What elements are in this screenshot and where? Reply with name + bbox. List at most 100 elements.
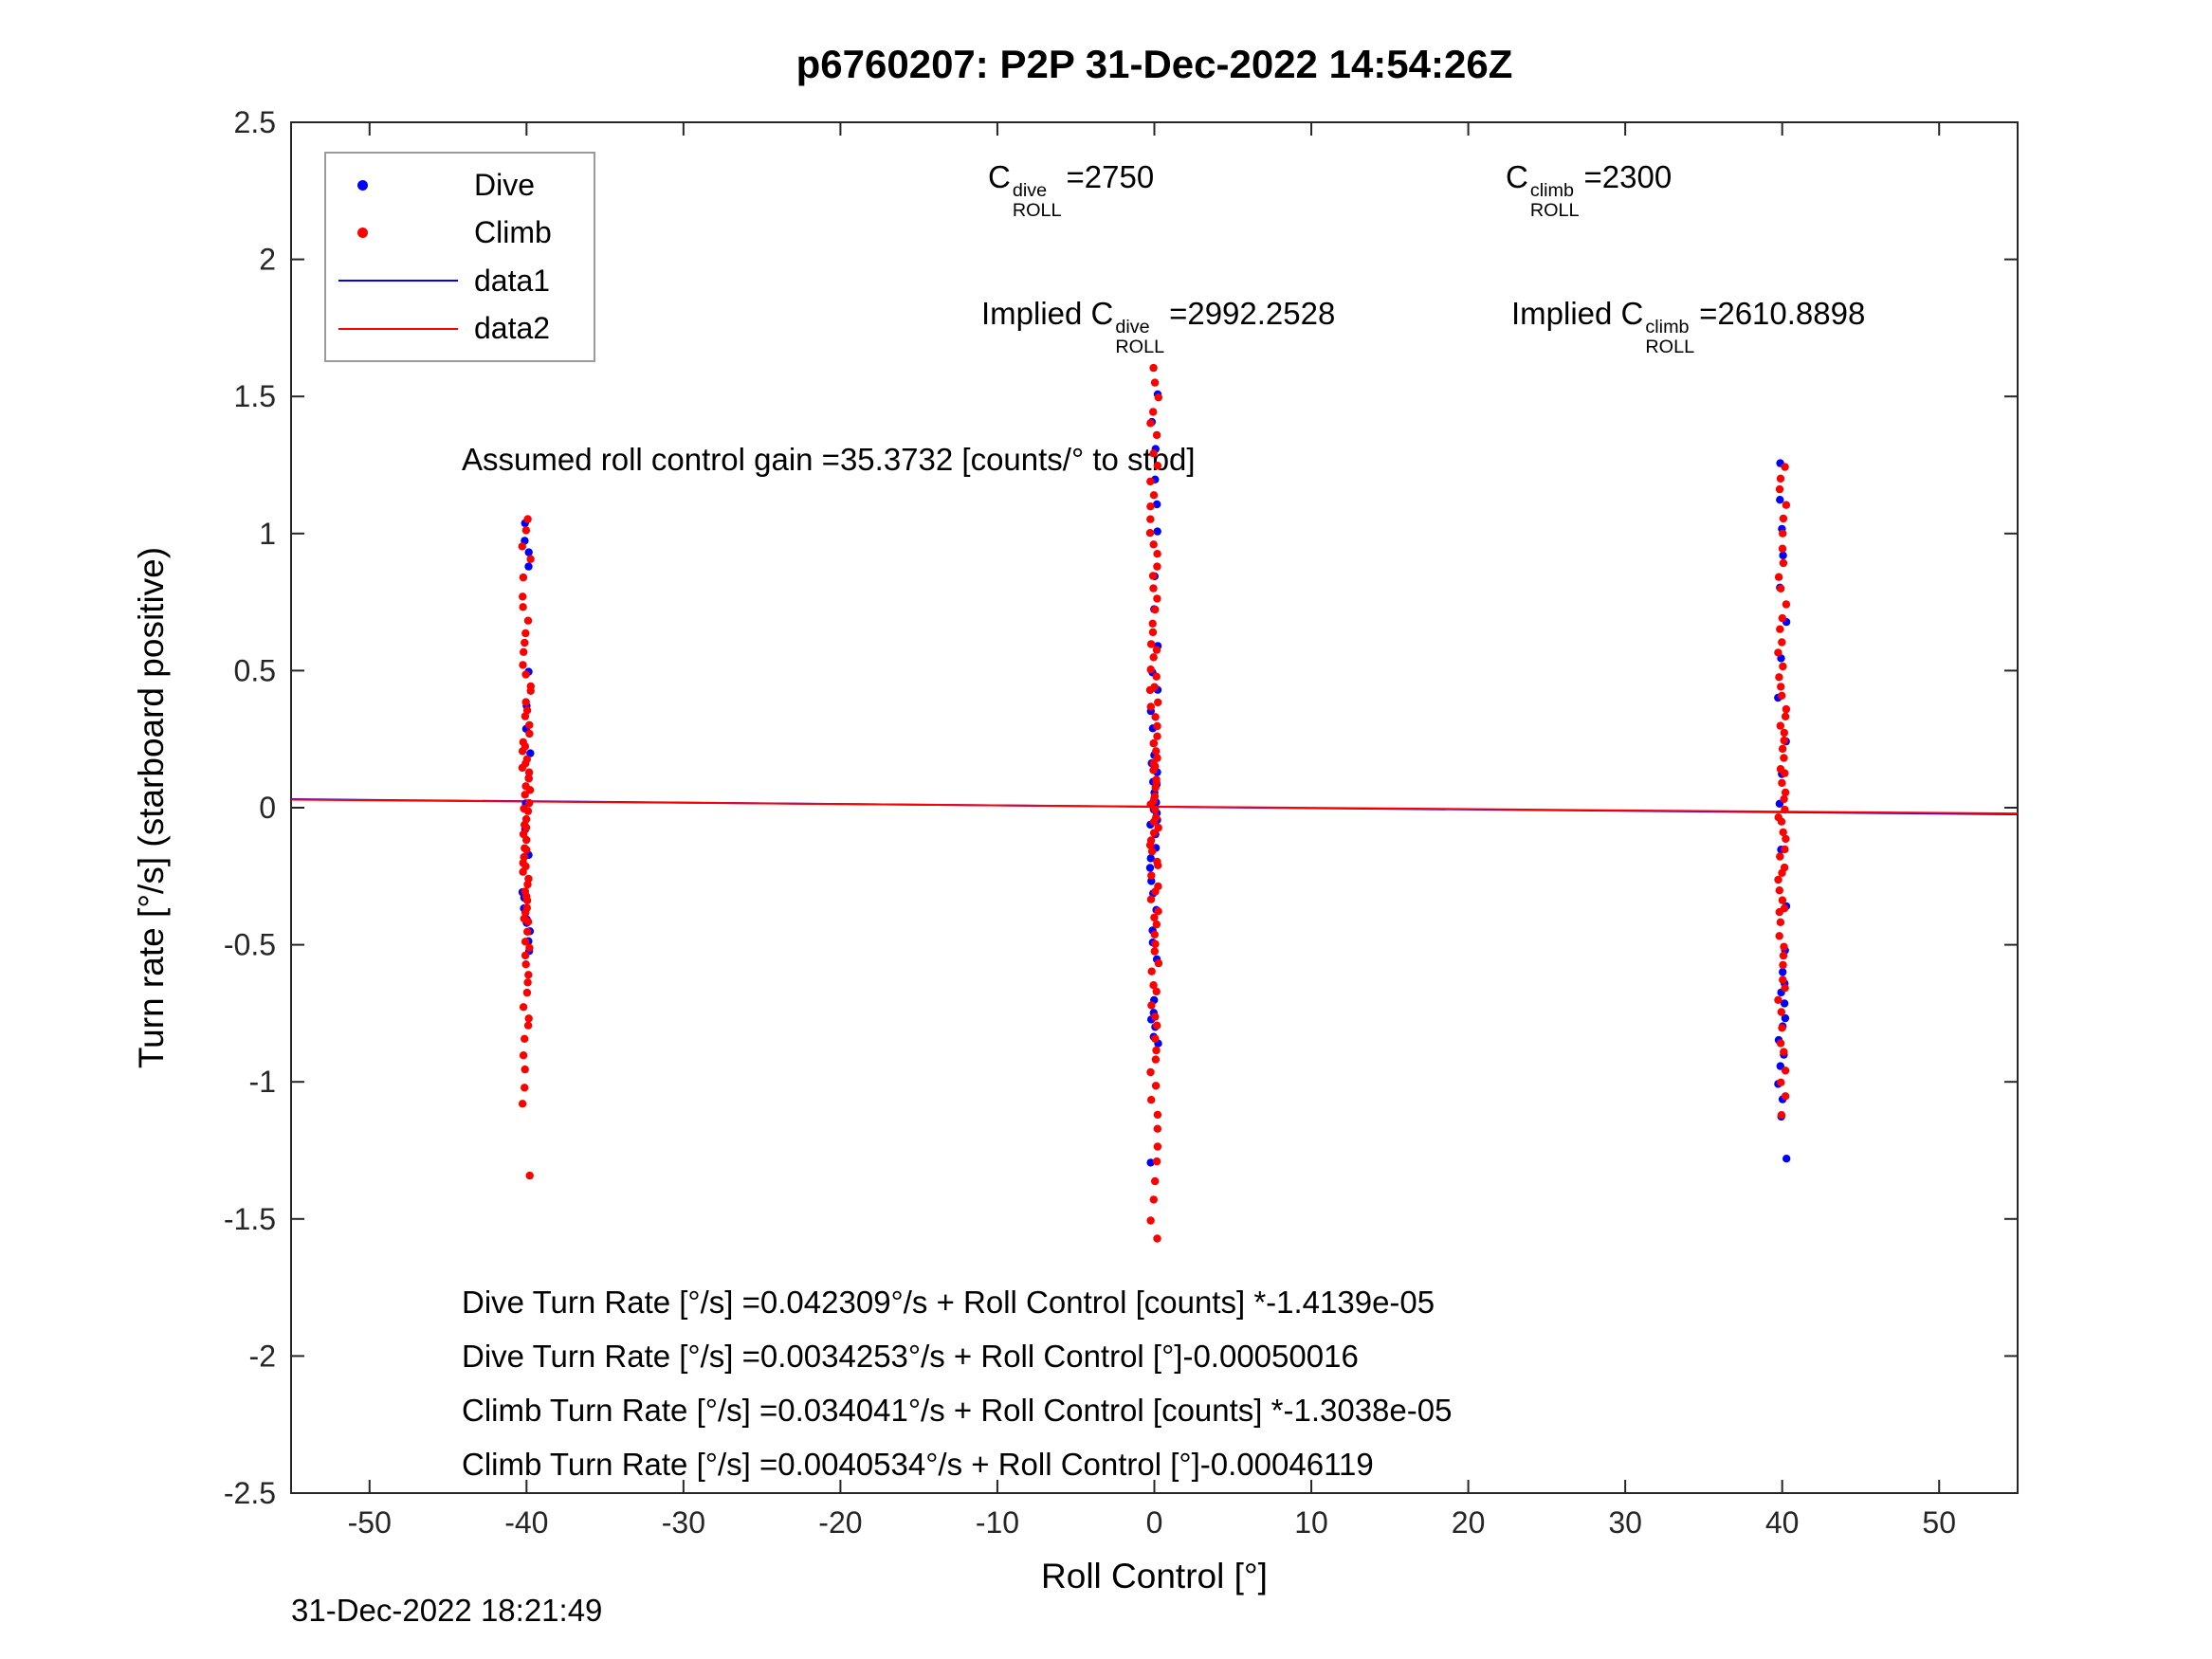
data-point [1152,987,1161,996]
data-point [1153,550,1161,558]
data-point [1153,721,1161,731]
data-point [1151,844,1161,852]
x-tick-label: -50 [348,1505,392,1540]
data-point [1781,788,1790,797]
data-point [1152,955,1161,963]
data-point [521,820,529,830]
data-point [1149,408,1158,416]
data-point [1147,1096,1156,1104]
data-point [1153,1124,1162,1133]
data-point [1146,1067,1155,1077]
data-point [523,616,533,625]
data-point [519,603,527,611]
data-point [525,786,535,794]
data-point [1778,744,1787,754]
data-point [1774,1035,1783,1045]
data-point [1781,769,1789,777]
data-point [1777,1112,1785,1121]
legend-item-data1: data1 [326,257,594,304]
data-point [1149,981,1158,990]
data-point [1147,1015,1156,1024]
data-point [521,844,529,852]
data-point [520,914,528,923]
data-point [1778,868,1786,877]
data-point [1154,823,1162,832]
c-roll-climb-scripts: climb ROLL [1530,181,1580,221]
data-point [521,638,529,647]
data-point [1776,459,1784,467]
data-point [1148,939,1158,947]
data-point [1777,817,1786,826]
data-point [1152,672,1161,681]
data-point [1149,889,1158,898]
data-point [518,1100,527,1108]
implied-climb-scripts: climb ROLL [1645,318,1694,357]
data-point [520,804,528,813]
figure-timestamp: 31-Dec-2022 18:21:49 [291,1593,603,1628]
data-point [1147,1001,1156,1010]
c-roll-climb-value: =2300 [1583,159,1673,194]
data-point [1152,1046,1161,1055]
data-point [1152,920,1161,929]
data-point [1153,815,1161,825]
data-point [524,548,533,556]
data-point [1146,800,1155,809]
implied-climb-sub: ROLL [1645,336,1695,357]
data-point [523,807,533,815]
data-point [1153,642,1162,650]
data-point [522,988,532,997]
data-point [1782,501,1791,509]
y-tick-label: 0 [259,791,276,825]
data-point [1781,1092,1790,1101]
plot-title: p6760207: P2P 31-Dec-2022 14:54:26Z [795,42,1513,86]
data-point [523,918,533,926]
data-point [525,798,534,808]
data-point [1779,558,1788,568]
data-point [518,747,527,756]
c-roll-dive-base: C [988,159,1011,194]
data-point [1152,775,1161,784]
data-point [1780,904,1789,913]
data-point [1778,691,1786,700]
x-tick-label: 30 [1608,1505,1642,1540]
data-point [1146,515,1155,523]
data-point [1150,605,1159,613]
data-point [1780,754,1788,762]
y-tick-label: -1 [249,1065,276,1099]
data-point [522,915,531,924]
fit-equation-dive-counts: Dive Turn Rate [°/s] =0.042309°/s + Roll… [462,1285,1435,1320]
data-point [1147,967,1156,975]
data-point [1151,1012,1160,1021]
implied-dive-sub: ROLL [1115,336,1165,357]
data-point [520,904,528,913]
y-tick-label: 1 [259,517,276,551]
data-point [1780,736,1788,745]
x-tick-label: -20 [818,1505,862,1540]
y-tick-label: -1.5 [224,1202,276,1236]
data-point [1147,871,1156,880]
legend-item-data2: data2 [326,305,594,353]
data-point [524,768,534,776]
gain-annotation: Assumed roll control gain =35.3732 [coun… [462,442,1196,477]
data-point [1146,1158,1155,1167]
data-point [1777,654,1785,663]
data-point [526,749,535,757]
data-point [519,859,527,867]
data-point [521,825,530,834]
data-point [521,823,531,832]
data-point [1149,738,1159,748]
x-tick-label: 0 [1146,1505,1163,1540]
data-point [1151,1023,1160,1031]
data-point [524,850,533,860]
x-axis-label: Roll Control [°] [1041,1557,1268,1595]
data-point [1150,378,1160,387]
data-point [1780,1048,1788,1056]
implied-dive-base: Implied C [981,296,1114,331]
legend-dot [357,179,368,191]
data-point [1154,861,1162,869]
data-point [1776,496,1784,504]
data-point [1152,780,1161,789]
data-point [1152,905,1161,914]
data-point [522,706,532,715]
